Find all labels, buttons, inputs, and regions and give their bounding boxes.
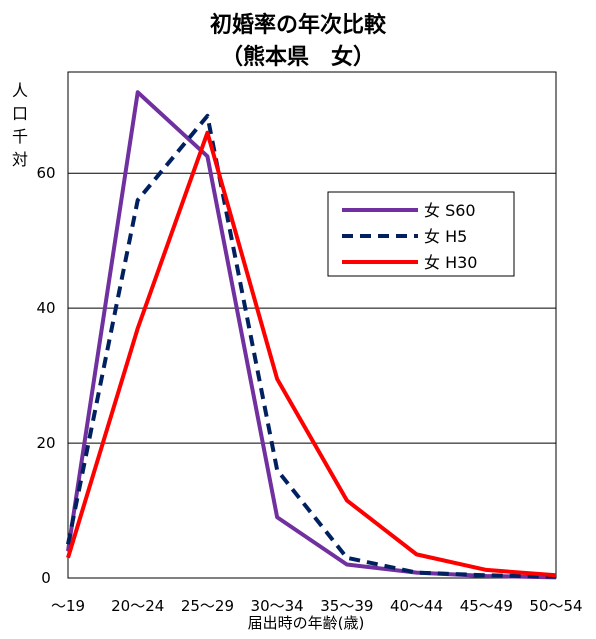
series-lines xyxy=(66,90,557,580)
y-tick-label: 20 xyxy=(36,434,55,452)
x-axis-ticks: 〜19 20〜24 25〜29 30〜34 35〜39 40〜44 45〜49 50〜54 xyxy=(51,597,583,615)
series-line-2 xyxy=(66,130,557,578)
legend-label-1: 女 H5 xyxy=(424,227,467,246)
x-axis-label: 届出時の年齢(歳) xyxy=(248,614,365,632)
x-tick-label: 20〜24 xyxy=(111,597,164,615)
chart-subtitle: （熊本県 女） xyxy=(221,44,375,70)
x-tick-label: 35〜39 xyxy=(320,597,373,615)
x-tick-label: 25〜29 xyxy=(181,597,234,615)
y-tick-label: 40 xyxy=(36,299,55,317)
chart-title: 初婚率の年次比較 xyxy=(210,12,387,38)
x-tick-label: 〜19 xyxy=(51,597,85,615)
plot-area-frame xyxy=(67,71,557,579)
y-axis-label-text: 人口千対 xyxy=(12,81,28,169)
x-tick-label: 50〜54 xyxy=(529,597,582,615)
legend-label-0: 女 S60 xyxy=(424,201,476,220)
x-tick-label: 45〜49 xyxy=(460,597,513,615)
y-axis-label: 人口千対 xyxy=(12,81,28,169)
legend-label-2: 女 H30 xyxy=(424,253,477,272)
y-tick-label: 60 xyxy=(36,164,55,182)
series-line-0 xyxy=(66,90,557,580)
x-tick-label: 40〜44 xyxy=(390,597,443,615)
series-line-1 xyxy=(66,113,557,579)
y-axis-ticks: 0 20 40 60 xyxy=(36,164,55,587)
x-tick-label: 30〜34 xyxy=(251,597,304,615)
y-tick-label: 0 xyxy=(41,569,51,587)
legend: 女 S60 女 H5 女 H30 xyxy=(327,191,515,277)
